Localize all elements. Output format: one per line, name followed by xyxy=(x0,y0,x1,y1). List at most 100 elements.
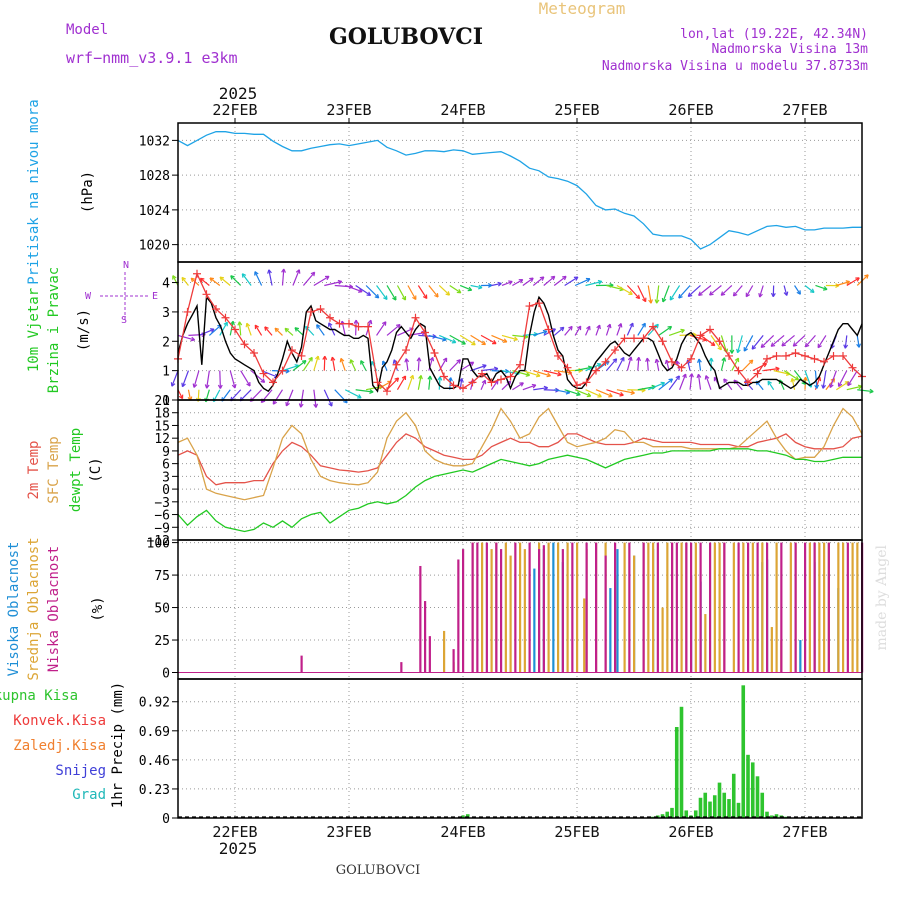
wind-arrow-head xyxy=(696,373,702,379)
y-axis-label: Visoka Oblacnost xyxy=(6,542,22,677)
cloud-bar xyxy=(538,549,541,673)
wind-arrow xyxy=(669,285,681,301)
cloud-bar xyxy=(661,607,664,673)
wind-arrow xyxy=(177,389,184,399)
wind-arrow-head xyxy=(751,345,757,350)
wind-arrow-head xyxy=(698,291,703,296)
wind-arrow-head xyxy=(367,319,373,325)
wind-arrow-head xyxy=(369,389,374,394)
gust-marker xyxy=(772,351,781,360)
y-tick-label: 15 xyxy=(154,419,170,434)
wind-arrow-head xyxy=(394,377,400,382)
wind-arrow-head xyxy=(313,403,319,408)
gust-marker xyxy=(601,357,610,366)
wind-arrow-head xyxy=(396,324,401,329)
wind-arrow-head xyxy=(357,394,362,399)
gust-marker xyxy=(620,334,629,343)
wind-arrow-head xyxy=(654,299,660,304)
wind-arrow xyxy=(829,370,837,388)
wind-arrow xyxy=(334,389,348,404)
wind-arrow xyxy=(720,335,728,353)
gust-marker xyxy=(753,369,762,378)
wind-arrow-head xyxy=(482,364,487,369)
time-label-bottom: 26FEB xyxy=(668,823,713,841)
precip-bar xyxy=(698,797,703,818)
wind-arrow xyxy=(344,284,363,293)
y-axis-label: Pritisak na nivou mora xyxy=(26,99,42,284)
cloud-bar xyxy=(552,542,555,673)
wind-arrow-head xyxy=(710,341,716,347)
cloud-bar xyxy=(699,542,702,673)
y-tick-label: 1028 xyxy=(139,169,170,184)
wind-arrow xyxy=(698,358,702,371)
gust-marker xyxy=(687,354,695,363)
wind-arrow-head xyxy=(546,372,551,378)
wind-arrow xyxy=(355,389,374,393)
cloud-bar xyxy=(761,542,764,673)
cloud-bar xyxy=(443,630,446,673)
cloud-bar xyxy=(818,542,821,673)
series-line xyxy=(177,407,863,501)
cloud-bar xyxy=(609,588,612,673)
wind-arrow xyxy=(689,373,693,390)
cloud-bar xyxy=(519,542,522,673)
wind-arrow xyxy=(668,329,685,336)
wind-arrow xyxy=(188,333,206,337)
wind-arrow-head xyxy=(629,322,634,328)
wind-arrow-head xyxy=(619,391,624,397)
gust-marker xyxy=(715,337,724,346)
y-axis-label: Niska Oblacnost xyxy=(46,546,62,672)
wind-arrow-head xyxy=(181,276,186,282)
wind-arrow-head xyxy=(642,297,647,303)
wind-arrow xyxy=(459,334,476,346)
wind-arrow xyxy=(512,382,524,391)
wind-arrow xyxy=(323,356,326,371)
wind-arrow xyxy=(626,285,641,300)
wind-arrow-head xyxy=(442,357,448,363)
wind-arrow-head xyxy=(294,327,300,332)
wind-arrow xyxy=(208,324,222,336)
wind-arrow xyxy=(300,389,304,408)
wind-arrow-head xyxy=(745,292,751,298)
wind-arrow-head xyxy=(586,325,591,331)
precip-bar xyxy=(755,776,760,818)
gust-marker xyxy=(677,363,686,372)
gust-marker xyxy=(183,307,192,316)
gust-marker xyxy=(468,378,477,387)
precip-legend-item: Zaledj.Kisa xyxy=(13,738,106,754)
wind-arrow xyxy=(331,356,336,371)
wind-arrow-head xyxy=(760,343,766,349)
y-tick-label: 1020 xyxy=(139,239,170,254)
wind-arrow-head xyxy=(178,394,184,400)
cloud-bar xyxy=(737,542,740,673)
cloud-bar xyxy=(690,542,693,673)
wind-arrow xyxy=(240,370,251,387)
wind-arrow xyxy=(662,285,670,303)
precip-legend-item: Konvek.Kisa xyxy=(13,713,106,729)
gust-marker xyxy=(611,346,619,355)
compass-rose xyxy=(100,272,150,320)
cloud-bar xyxy=(566,542,569,673)
wind-arrow xyxy=(417,375,422,390)
wind-arrow xyxy=(449,284,462,294)
wind-arrow-head xyxy=(418,375,423,380)
cloud-bar xyxy=(794,542,797,673)
y-axis-label: dewpt Temp xyxy=(68,428,84,512)
wind-arrow xyxy=(522,277,534,286)
wind-arrow-head xyxy=(190,336,196,342)
cloud-bar xyxy=(709,542,712,673)
wind-arrow xyxy=(533,387,548,391)
y-tick-label: 2 xyxy=(162,335,170,350)
compass-south: S xyxy=(121,315,127,326)
gust-marker xyxy=(582,378,591,387)
wind-arrow xyxy=(791,378,796,390)
cloud-bar xyxy=(542,545,545,673)
wind-arrow-head xyxy=(790,377,796,383)
precip-bar xyxy=(741,685,746,818)
wind-arrow xyxy=(760,334,775,348)
cloud-bar xyxy=(789,542,792,673)
cloud-bar xyxy=(616,549,619,673)
cloud-bar xyxy=(713,542,716,673)
wind-arrow-head xyxy=(170,382,176,387)
